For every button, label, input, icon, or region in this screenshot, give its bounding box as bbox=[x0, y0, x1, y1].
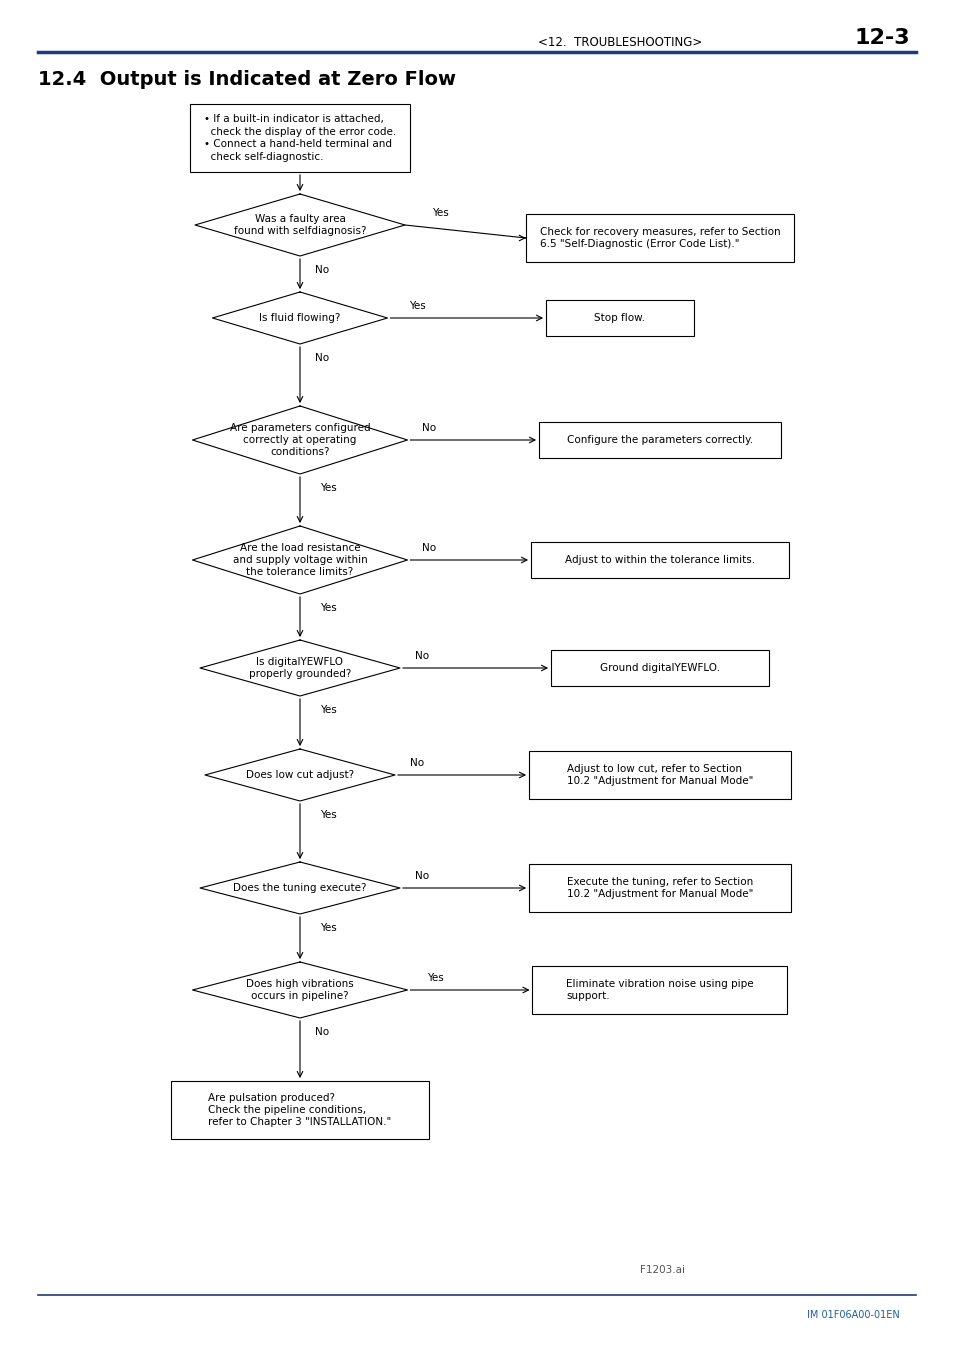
Text: No: No bbox=[415, 651, 429, 661]
Text: Execute the tuning, refer to Section
10.2 "Adjustment for Manual Mode": Execute the tuning, refer to Section 10.… bbox=[566, 876, 753, 899]
Text: Yes: Yes bbox=[319, 705, 336, 716]
Text: Was a faulty area
found with selfdiagnosis?: Was a faulty area found with selfdiagnos… bbox=[233, 213, 366, 236]
Text: Eliminate vibration noise using pipe
support.: Eliminate vibration noise using pipe sup… bbox=[565, 979, 753, 1002]
Bar bbox=[171, 1081, 429, 1139]
Text: No: No bbox=[422, 543, 436, 554]
Text: 12-3: 12-3 bbox=[854, 28, 909, 49]
Bar bbox=[525, 215, 793, 262]
Text: Does high vibrations
occurs in pipeline?: Does high vibrations occurs in pipeline? bbox=[246, 979, 354, 1002]
Text: Yes: Yes bbox=[431, 208, 448, 217]
Text: No: No bbox=[410, 757, 424, 768]
Text: Adjust to low cut, refer to Section
10.2 "Adjustment for Manual Mode": Adjust to low cut, refer to Section 10.2… bbox=[566, 764, 753, 786]
Text: No: No bbox=[314, 265, 329, 275]
Text: Does the tuning execute?: Does the tuning execute? bbox=[233, 883, 366, 892]
Bar bbox=[551, 649, 768, 686]
Text: Yes: Yes bbox=[319, 603, 336, 613]
Text: Yes: Yes bbox=[319, 483, 336, 493]
Text: 12.4  Output is Indicated at Zero Flow: 12.4 Output is Indicated at Zero Flow bbox=[38, 70, 456, 89]
Text: Yes: Yes bbox=[319, 810, 336, 819]
Text: Configure the parameters correctly.: Configure the parameters correctly. bbox=[566, 435, 752, 446]
Text: Check for recovery measures, refer to Section
6.5 "Self-Diagnostic (Error Code L: Check for recovery measures, refer to Se… bbox=[539, 227, 780, 250]
Text: Yes: Yes bbox=[427, 973, 443, 983]
Text: Are pulsation produced?
Check the pipeline conditions,
refer to Chapter 3 "INSTA: Are pulsation produced? Check the pipeli… bbox=[208, 1092, 392, 1127]
Text: No: No bbox=[314, 352, 329, 363]
Bar bbox=[190, 104, 410, 171]
Bar bbox=[532, 967, 786, 1014]
Text: Yes: Yes bbox=[409, 301, 425, 310]
Text: No: No bbox=[422, 423, 436, 433]
Bar bbox=[529, 864, 790, 913]
Bar bbox=[529, 751, 790, 799]
Text: Does low cut adjust?: Does low cut adjust? bbox=[246, 769, 354, 780]
Text: Adjust to within the tolerance limits.: Adjust to within the tolerance limits. bbox=[564, 555, 754, 566]
Text: Stop flow.: Stop flow. bbox=[594, 313, 645, 323]
Text: No: No bbox=[415, 871, 429, 882]
Bar bbox=[545, 300, 693, 336]
Text: F1203.ai: F1203.ai bbox=[639, 1265, 684, 1274]
Text: • If a built-in indicator is attached,
  check the display of the error code.
• : • If a built-in indicator is attached, c… bbox=[204, 115, 395, 162]
Text: IM 01F06A00-01EN: IM 01F06A00-01EN bbox=[806, 1310, 899, 1320]
Text: Is fluid flowing?: Is fluid flowing? bbox=[259, 313, 340, 323]
Text: Is digitalYEWFLO
properly grounded?: Is digitalYEWFLO properly grounded? bbox=[249, 657, 351, 679]
Text: Yes: Yes bbox=[319, 923, 336, 933]
Text: <12.  TROUBLESHOOTING>: <12. TROUBLESHOOTING> bbox=[537, 35, 701, 49]
Text: Ground digitalYEWFLO.: Ground digitalYEWFLO. bbox=[599, 663, 720, 674]
Text: No: No bbox=[314, 1027, 329, 1037]
Text: Are the load resistance
and supply voltage within
the tolerance limits?: Are the load resistance and supply volta… bbox=[233, 543, 367, 578]
Bar bbox=[531, 541, 788, 578]
Text: Are parameters configured
correctly at operating
conditions?: Are parameters configured correctly at o… bbox=[230, 423, 370, 458]
Bar bbox=[538, 423, 781, 458]
